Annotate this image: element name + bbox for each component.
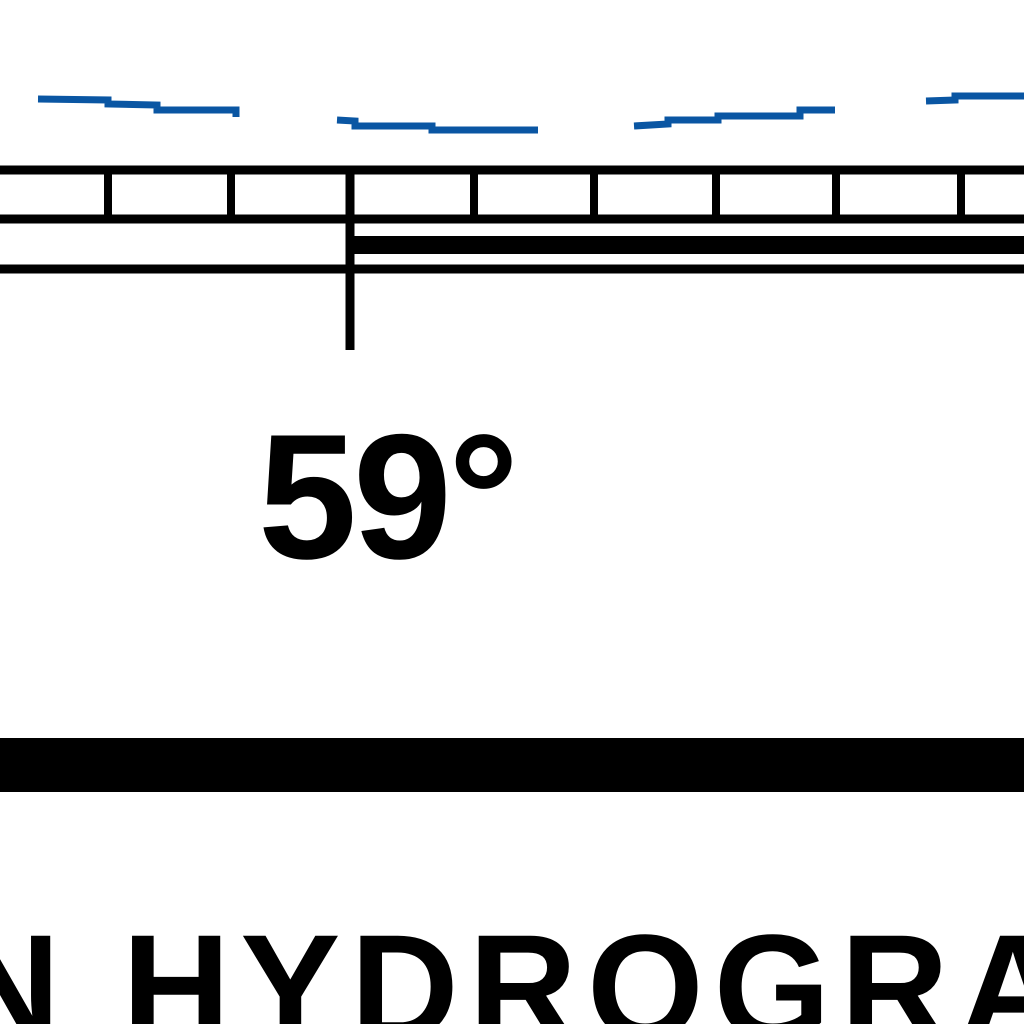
- depth-contour: [37, 92, 1024, 134]
- contour-segment: [925, 92, 1024, 105]
- latitude-label: 59°: [258, 397, 519, 596]
- chart-title-fragment: N HYDROGRAP: [0, 903, 1024, 1024]
- contour-segment: [37, 95, 240, 117]
- title-rule: [0, 738, 1024, 792]
- map-border: [0, 165, 1024, 274]
- minute-ticks: [104, 170, 965, 219]
- contour-segment: [336, 116, 538, 134]
- contour-segment: [633, 106, 835, 130]
